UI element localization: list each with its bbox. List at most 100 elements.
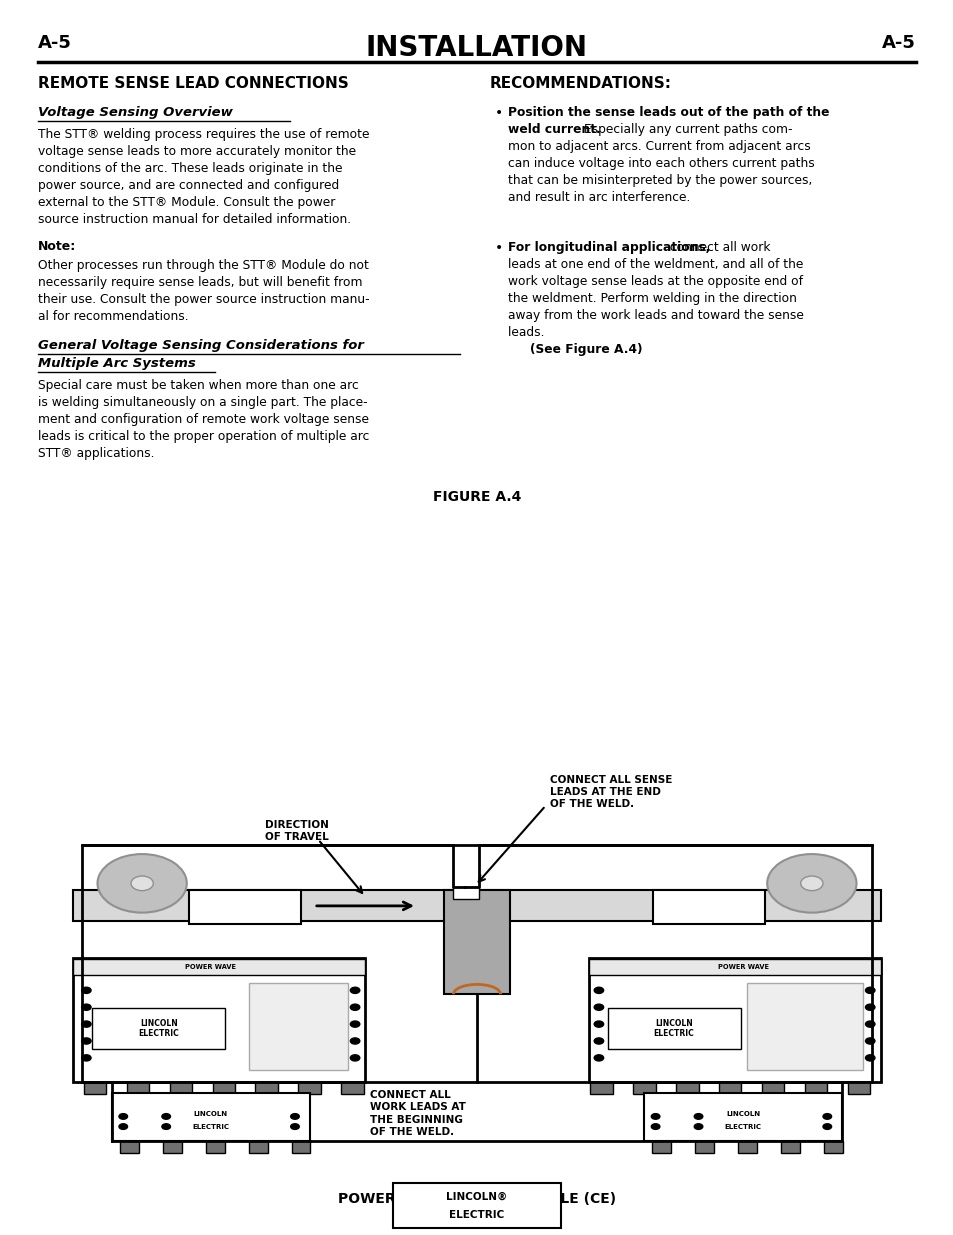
Text: leads.: leads. bbox=[507, 326, 552, 338]
Bar bbox=[847, 1082, 869, 1094]
Text: Voltage Sensing Overview: Voltage Sensing Overview bbox=[38, 106, 233, 119]
Text: voltage sense leads to more accurately monitor the: voltage sense leads to more accurately m… bbox=[38, 144, 355, 158]
Text: Multiple Arc Systems: Multiple Arc Systems bbox=[38, 357, 195, 370]
Bar bbox=[719, 1082, 740, 1094]
Text: For longitudinal applications,: For longitudinal applications, bbox=[507, 241, 710, 254]
Text: DIRECTION
OF TRAVEL: DIRECTION OF TRAVEL bbox=[265, 820, 328, 842]
Text: ELECTRIC: ELECTRIC bbox=[193, 1124, 229, 1130]
Bar bbox=[73, 890, 880, 921]
Bar bbox=[249, 1141, 267, 1153]
Bar bbox=[206, 1141, 224, 1153]
Text: al for recommendations.: al for recommendations. bbox=[38, 310, 189, 324]
Circle shape bbox=[97, 855, 187, 913]
Bar bbox=[738, 1141, 756, 1153]
Text: and result in arc interference.: and result in arc interference. bbox=[507, 191, 690, 204]
Bar bbox=[298, 1082, 320, 1094]
Bar bbox=[644, 1093, 841, 1141]
Bar bbox=[73, 958, 365, 974]
Circle shape bbox=[694, 1124, 702, 1129]
Text: FIGURE A.4: FIGURE A.4 bbox=[433, 490, 520, 504]
Text: conditions of the arc. These leads originate in the: conditions of the arc. These leads origi… bbox=[38, 162, 342, 175]
Circle shape bbox=[350, 1004, 359, 1010]
Bar bbox=[73, 957, 365, 1082]
Text: LINCOLN
ELECTRIC: LINCOLN ELECTRIC bbox=[653, 1019, 694, 1037]
Circle shape bbox=[162, 1124, 171, 1129]
Text: STT® applications.: STT® applications. bbox=[38, 447, 154, 459]
Bar bbox=[112, 1093, 309, 1141]
Bar bbox=[761, 1082, 783, 1094]
Bar bbox=[588, 957, 880, 1082]
Text: POWER WAVE: POWER WAVE bbox=[185, 963, 236, 969]
Bar bbox=[607, 1008, 740, 1049]
Text: connect all work: connect all work bbox=[665, 241, 770, 254]
Bar bbox=[292, 1141, 310, 1153]
Circle shape bbox=[162, 1114, 171, 1119]
Bar bbox=[633, 1082, 655, 1094]
Circle shape bbox=[864, 987, 874, 993]
Text: LINCOLN: LINCOLN bbox=[725, 1112, 760, 1118]
Circle shape bbox=[291, 1124, 299, 1129]
Text: POWER WAVE: POWER WAVE bbox=[717, 963, 768, 969]
Bar bbox=[695, 1141, 713, 1153]
Bar bbox=[255, 1082, 277, 1094]
Text: external to the STT® Module. Consult the power: external to the STT® Module. Consult the… bbox=[38, 196, 335, 209]
Bar bbox=[120, 1141, 138, 1153]
Circle shape bbox=[864, 1004, 874, 1010]
Circle shape bbox=[822, 1124, 831, 1129]
Circle shape bbox=[82, 1037, 91, 1044]
Circle shape bbox=[651, 1114, 659, 1119]
Bar bbox=[127, 1082, 149, 1094]
Text: (See Figure A.4): (See Figure A.4) bbox=[530, 343, 641, 356]
Bar bbox=[393, 1183, 560, 1228]
Text: leads is critical to the proper operation of multiple arc: leads is critical to the proper operatio… bbox=[38, 430, 369, 443]
Text: REMOTE SENSE LEAD CONNECTIONS: REMOTE SENSE LEAD CONNECTIONS bbox=[38, 77, 349, 91]
Text: weld current.: weld current. bbox=[507, 124, 600, 136]
Bar bbox=[213, 1082, 234, 1094]
Text: RECOMMENDATIONS:: RECOMMENDATIONS: bbox=[490, 77, 671, 91]
Circle shape bbox=[82, 987, 91, 993]
Bar bbox=[453, 887, 478, 899]
Circle shape bbox=[350, 1021, 359, 1028]
Bar bbox=[250, 983, 348, 1071]
Circle shape bbox=[350, 1055, 359, 1061]
Bar bbox=[92, 1008, 225, 1049]
Bar bbox=[189, 890, 301, 924]
Text: away from the work leads and toward the sense: away from the work leads and toward the … bbox=[507, 309, 803, 322]
Text: •: • bbox=[495, 106, 503, 120]
Bar bbox=[444, 890, 509, 994]
Bar bbox=[170, 1082, 192, 1094]
Circle shape bbox=[594, 1055, 603, 1061]
Circle shape bbox=[350, 1037, 359, 1044]
Bar bbox=[676, 1082, 698, 1094]
Text: LINCOLN: LINCOLN bbox=[193, 1112, 228, 1118]
Text: necessarily require sense leads, but will benefit from: necessarily require sense leads, but wil… bbox=[38, 275, 362, 289]
Circle shape bbox=[864, 1055, 874, 1061]
Text: Note:: Note: bbox=[38, 240, 76, 253]
Text: Especially any current paths com-: Especially any current paths com- bbox=[579, 124, 792, 136]
Text: ELECTRIC: ELECTRIC bbox=[449, 1210, 504, 1220]
Circle shape bbox=[651, 1124, 659, 1129]
Text: leads at one end of the weldment, and all of the: leads at one end of the weldment, and al… bbox=[507, 258, 802, 270]
Text: is welding simultaneously on a single part. The place-: is welding simultaneously on a single pa… bbox=[38, 396, 367, 409]
Text: source instruction manual for detailed information.: source instruction manual for detailed i… bbox=[38, 212, 351, 226]
Circle shape bbox=[800, 876, 822, 890]
Bar bbox=[588, 958, 880, 974]
Bar bbox=[804, 1082, 826, 1094]
Circle shape bbox=[822, 1114, 831, 1119]
Text: CONNECT ALL
WORK LEADS AT
THE BEGINNING
OF THE WELD.: CONNECT ALL WORK LEADS AT THE BEGINNING … bbox=[370, 1091, 465, 1137]
Text: CONNECT ALL SENSE
LEADS AT THE END
OF THE WELD.: CONNECT ALL SENSE LEADS AT THE END OF TH… bbox=[549, 774, 672, 809]
Text: A-5: A-5 bbox=[882, 35, 915, 52]
Circle shape bbox=[82, 1004, 91, 1010]
Bar bbox=[652, 1141, 670, 1153]
Text: can induce voltage into each others current paths: can induce voltage into each others curr… bbox=[507, 157, 814, 170]
Text: Special care must be taken when more than one arc: Special care must be taken when more tha… bbox=[38, 379, 358, 391]
Circle shape bbox=[594, 1004, 603, 1010]
Text: LINCOLN®: LINCOLN® bbox=[446, 1192, 507, 1202]
Circle shape bbox=[82, 1055, 91, 1061]
Text: Other processes run through the STT® Module do not: Other processes run through the STT® Mod… bbox=[38, 259, 369, 272]
Bar bbox=[341, 1082, 363, 1094]
Circle shape bbox=[766, 855, 856, 913]
Bar bbox=[747, 983, 862, 1071]
Bar bbox=[823, 1141, 841, 1153]
Text: Position the sense leads out of the path of the: Position the sense leads out of the path… bbox=[507, 106, 828, 119]
